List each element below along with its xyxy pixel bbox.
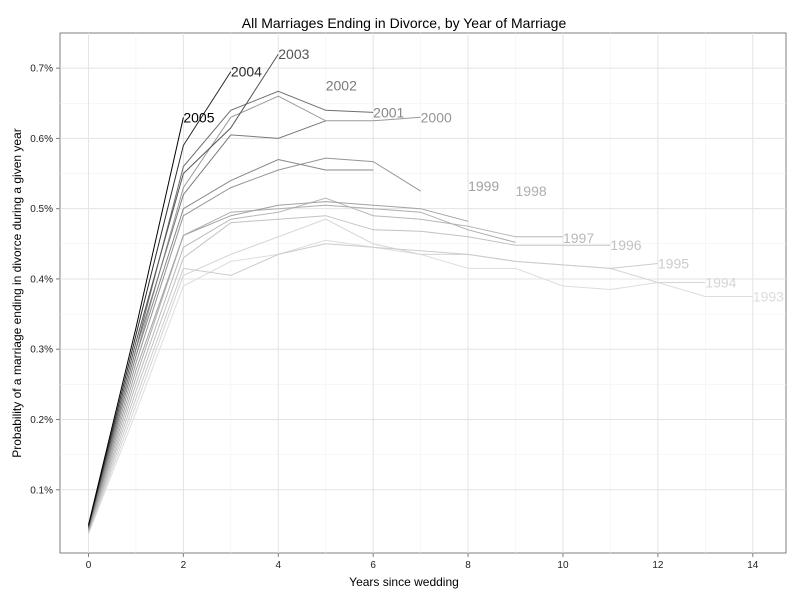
series-line-2000 — [88, 157, 421, 530]
x-tick-label: 2 — [181, 560, 187, 571]
x-tick-label: 6 — [370, 560, 376, 571]
series-line-1995 — [88, 243, 658, 533]
series-label-2001: 2001 — [373, 104, 404, 120]
series-line-1997 — [88, 197, 563, 532]
x-axis-title: Years since wedding — [349, 575, 459, 589]
series-label-1997: 1997 — [563, 230, 594, 246]
y-tick-label: 0.1% — [30, 485, 53, 496]
series-label-2000: 2000 — [421, 109, 452, 125]
series-label-1994: 1994 — [705, 274, 736, 290]
series-line-1998 — [88, 204, 516, 531]
series-label-1996: 1996 — [610, 237, 641, 253]
series-labels: 2005 2004 2003 2002 2001 2000 1999 1998 1997 1996… — [183, 46, 784, 304]
series-line-1996 — [88, 215, 611, 533]
series-label-1995: 1995 — [658, 255, 689, 271]
series-line-2005 — [88, 117, 184, 526]
x-axis-ticks: 0 2 4 6 8 10 12 14 — [86, 553, 759, 571]
x-tick-label: 12 — [652, 560, 664, 571]
series-line-2003 — [88, 53, 279, 528]
series-label-2005: 2005 — [183, 109, 214, 125]
x-tick-label: 4 — [275, 560, 281, 571]
series-line-2001 — [88, 158, 374, 529]
series-label-1999: 1999 — [468, 178, 499, 194]
y-tick-label: 0.5% — [30, 204, 53, 215]
series-label-1998: 1998 — [516, 183, 547, 199]
series-line-2004 — [88, 71, 232, 527]
series-label-2004: 2004 — [231, 64, 262, 80]
grid — [60, 33, 786, 553]
y-tick-label: 0.4% — [30, 274, 53, 285]
y-tick-label: 0.6% — [30, 134, 53, 145]
series-line — [88, 95, 421, 529]
x-tick-label: 10 — [557, 560, 569, 571]
series-line-2002 — [88, 120, 326, 528]
chart-title: All Marriages Ending in Divorce, by Year… — [242, 15, 567, 31]
y-axis-ticks: 0.1% 0.2% 0.3% 0.4% 0.5% 0.6% 0.7% — [30, 64, 60, 496]
series-label-2002: 2002 — [326, 78, 357, 94]
y-axis-title: Probability of a marriage ending in divo… — [10, 128, 24, 458]
x-tick-label: 14 — [747, 560, 759, 571]
x-tick-label: 8 — [465, 560, 471, 571]
y-tick-label: 0.2% — [30, 415, 53, 426]
series-label-2003: 2003 — [278, 46, 309, 62]
series-label-1993: 1993 — [753, 289, 784, 305]
series-lines — [88, 53, 753, 535]
series-line-1999 — [88, 201, 469, 530]
y-tick-label: 0.7% — [30, 64, 53, 75]
x-tick-label: 0 — [86, 560, 92, 571]
y-tick-label: 0.3% — [30, 345, 53, 356]
